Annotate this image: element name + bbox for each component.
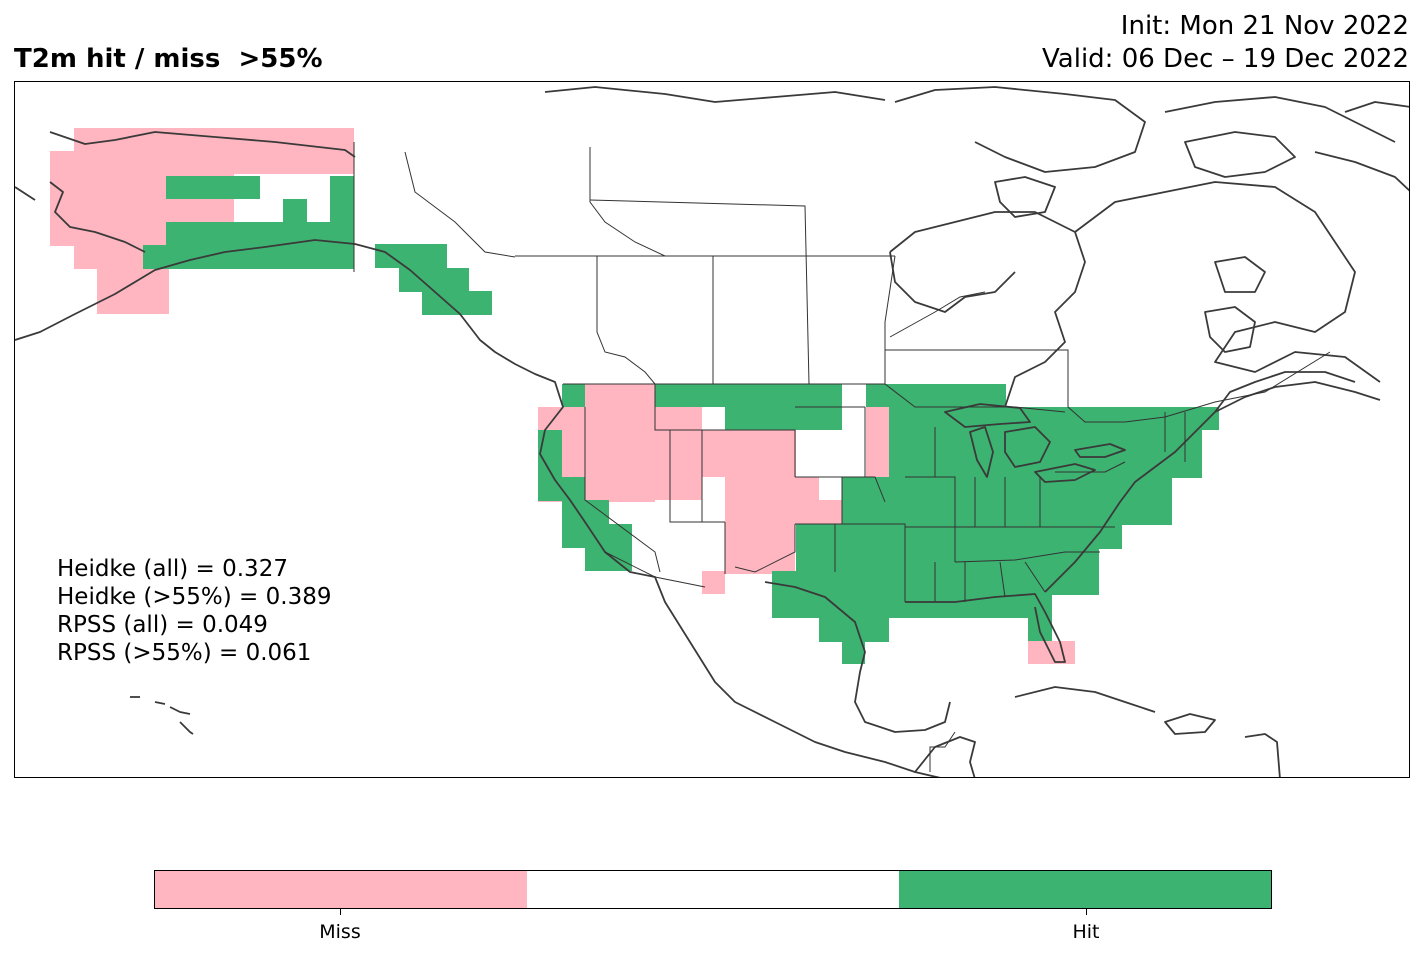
colorbar-tick-hit xyxy=(1086,909,1087,915)
rpss-all-score: RPSS (all) = 0.049 xyxy=(57,612,268,638)
colorbar xyxy=(154,870,1272,909)
north-america-map xyxy=(15,86,1409,777)
miss-cell xyxy=(725,524,795,574)
hit-cell xyxy=(562,524,632,548)
miss-cell xyxy=(866,407,889,477)
miss-cell xyxy=(702,430,796,477)
map-title: T2m hit / miss >55% xyxy=(14,44,323,74)
skill-scores: Heidke (all) = 0.327 Heidke (>55%) = 0.3… xyxy=(57,555,331,667)
miss-cell xyxy=(97,268,169,314)
hit-cell xyxy=(375,244,447,268)
heidke-55-score: Heidke (>55%) = 0.389 xyxy=(57,584,332,610)
colorbar-tick-miss xyxy=(340,909,341,915)
hit-cell xyxy=(796,524,1099,571)
colorbar-neutral-segment xyxy=(527,871,899,908)
map-panel xyxy=(14,81,1410,778)
miss-cell xyxy=(702,571,725,594)
miss-cell xyxy=(608,454,702,500)
valid-period: Valid: 06 Dec – 19 Dec 2022 xyxy=(1042,44,1409,74)
init-date: Init: Mon 21 Nov 2022 xyxy=(1120,11,1409,41)
hit-cell xyxy=(166,176,260,199)
hit-cell xyxy=(655,384,842,407)
hit-cell xyxy=(772,594,1052,618)
colorbar-hit-segment xyxy=(899,871,1271,908)
miss-cell xyxy=(796,500,843,524)
hit-cell xyxy=(842,477,1172,525)
colorbar-label-hit: Hit xyxy=(1072,921,1100,943)
colorbar-miss-segment xyxy=(155,871,527,908)
hit-cell xyxy=(562,384,585,407)
miss-cell xyxy=(1028,641,1075,664)
political-borders xyxy=(353,142,1331,772)
hit-cell xyxy=(725,407,842,430)
hit-cell xyxy=(842,641,865,664)
hit-cell xyxy=(889,407,1219,430)
heidke-all-score: Heidke (all) = 0.327 xyxy=(57,556,288,582)
hit-cell xyxy=(866,384,1006,407)
rpss-55-score: RPSS (>55%) = 0.061 xyxy=(57,640,312,666)
hit-cell xyxy=(399,268,469,292)
colorbar-label-miss: Miss xyxy=(319,921,361,943)
forecast-dates: Init: Mon 21 Nov 2022 Valid: 06 Dec – 19… xyxy=(1042,10,1409,76)
